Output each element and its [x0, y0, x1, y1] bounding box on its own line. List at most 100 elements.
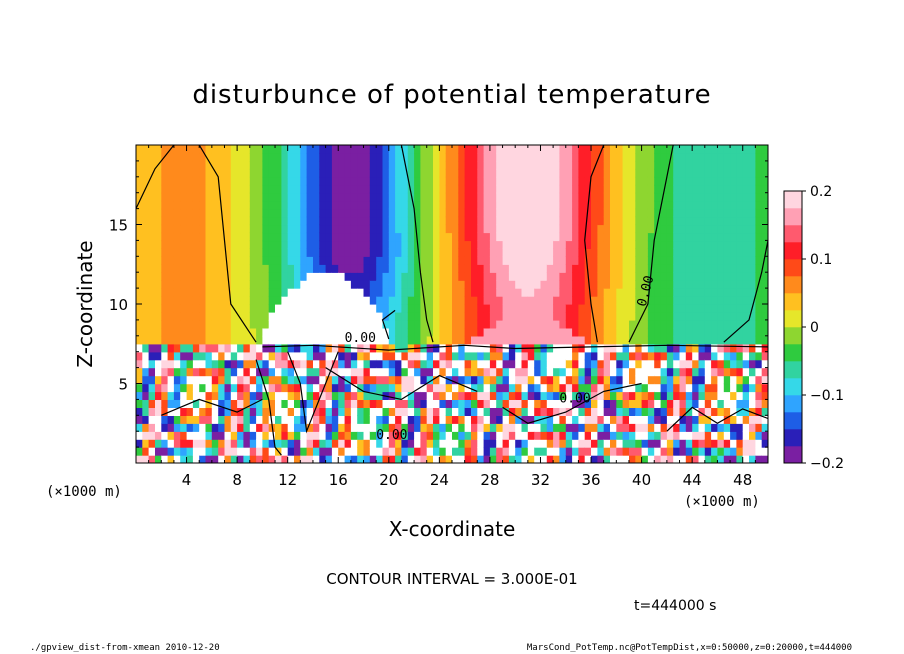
field-cell [439, 407, 447, 416]
field-cell [635, 407, 643, 416]
field-cell [287, 351, 295, 361]
field-cell [249, 264, 257, 273]
field-cell [376, 152, 384, 162]
field-cell [173, 383, 181, 393]
field-cell [363, 391, 371, 400]
field-cell [357, 240, 365, 249]
field-cell [192, 184, 200, 194]
field-cell [350, 240, 358, 249]
field-cell [673, 200, 681, 210]
field-cell [249, 351, 257, 361]
field-cell [363, 200, 371, 210]
field-cell [376, 415, 384, 424]
contour-label: 0.00 [376, 428, 407, 443]
y-tick-label: 10 [109, 296, 128, 314]
field-cell [685, 200, 693, 210]
field-cell [433, 272, 440, 281]
field-cell [357, 200, 365, 210]
field-cell [376, 240, 384, 249]
field-cell [534, 399, 542, 408]
field-cell [287, 431, 295, 440]
field-cell [382, 319, 390, 329]
field-cell [458, 208, 466, 218]
field-cell [256, 399, 263, 408]
field-cell [629, 455, 636, 463]
field-cell [559, 312, 567, 321]
field-cell [673, 335, 681, 345]
field-cell [262, 160, 270, 170]
field-cell [363, 240, 371, 249]
field-cell [591, 248, 598, 257]
field-cell [483, 192, 491, 202]
field-cell [205, 312, 213, 321]
field-cell [407, 312, 415, 321]
field-cell [376, 391, 384, 400]
field-cell [622, 447, 630, 456]
field-cell [433, 264, 440, 273]
field-cell [711, 208, 718, 218]
field-cell [180, 415, 188, 424]
field-cell [439, 312, 447, 321]
field-cell [180, 192, 188, 202]
field-cell [508, 391, 516, 400]
field-cell [591, 447, 598, 456]
field-cell [736, 415, 744, 424]
field-cell [597, 343, 605, 353]
field-cell [660, 359, 668, 369]
field-cell [584, 152, 592, 162]
field-cell [395, 423, 402, 432]
field-cell [407, 176, 415, 186]
field-cell [603, 168, 611, 178]
field-cell [692, 208, 700, 218]
field-cell [319, 367, 327, 377]
field-cell [704, 176, 712, 186]
field-cell [161, 439, 169, 448]
field-cell [369, 335, 377, 345]
field-cell [363, 447, 371, 456]
field-cell [218, 423, 226, 432]
field-cell [439, 200, 447, 210]
field-cell [357, 431, 365, 440]
field-cell [679, 375, 687, 385]
field-cell [622, 439, 630, 448]
field-cell [496, 208, 504, 218]
field-cell [275, 407, 282, 416]
field-cell [761, 343, 768, 353]
field-cell [717, 335, 725, 345]
field-cell [275, 439, 282, 448]
field-cell [641, 248, 649, 257]
field-cell [344, 160, 352, 170]
field-cell [584, 407, 592, 416]
field-cell [622, 224, 630, 234]
field-cell [730, 152, 737, 162]
field-cell [407, 296, 415, 305]
field-cell [452, 431, 459, 440]
field-cell [420, 327, 428, 337]
field-cell [666, 280, 674, 289]
field-cell [685, 375, 693, 385]
field-cell [142, 248, 150, 257]
field-cell [192, 232, 200, 242]
field-cell [426, 224, 434, 234]
field-cell [723, 319, 731, 329]
field-cell [331, 280, 339, 289]
field-cell [186, 423, 194, 432]
field-cell [704, 327, 712, 337]
field-cell [610, 343, 617, 353]
field-cell [136, 423, 143, 432]
field-cell [534, 439, 542, 448]
field-cell [249, 367, 257, 377]
field-cell [546, 319, 554, 329]
field-cell [256, 343, 263, 353]
field-cell [641, 455, 649, 463]
field-cell [723, 335, 731, 345]
field-cell [673, 160, 681, 170]
field-cell [237, 367, 244, 377]
field-cell [534, 200, 542, 210]
field-cell [319, 272, 327, 281]
field-cell [205, 439, 213, 448]
field-cell [742, 168, 750, 178]
field-cell [205, 375, 213, 385]
field-cell [679, 319, 687, 329]
field-cell [319, 288, 327, 297]
